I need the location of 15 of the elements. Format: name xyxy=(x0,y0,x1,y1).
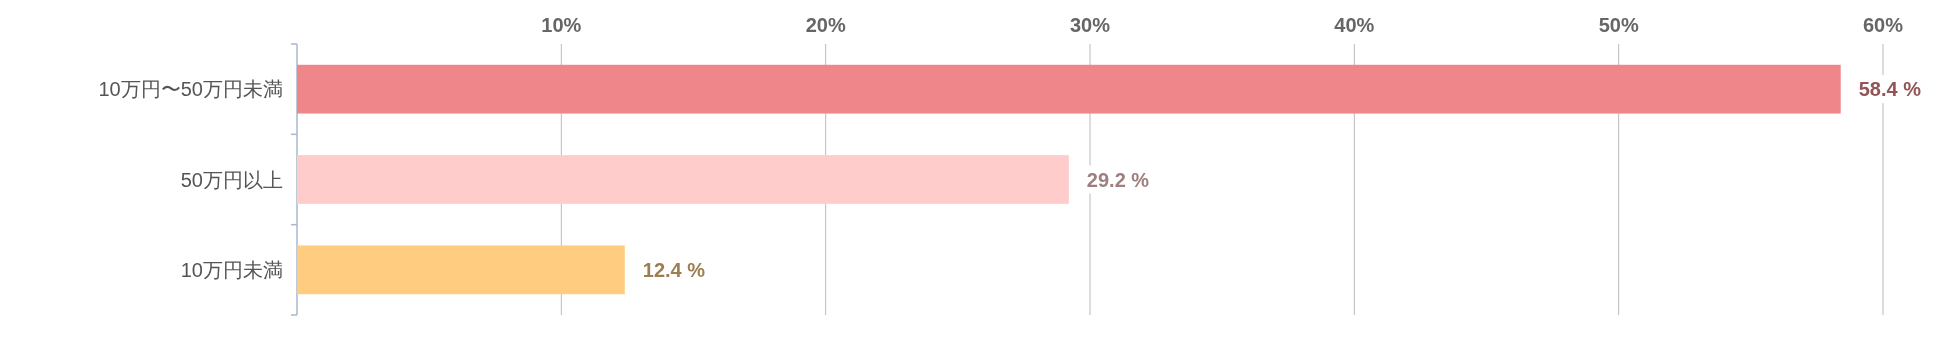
x-tick-label: 20% xyxy=(805,14,846,36)
bar xyxy=(297,245,625,295)
bar xyxy=(297,155,1069,204)
x-tick-label: 30% xyxy=(1069,14,1111,36)
x-tick-label: 40% xyxy=(1334,14,1375,36)
x-tick-label: 60% xyxy=(1862,14,1904,36)
data-label: 29.2 % xyxy=(1086,168,1150,191)
data-label: 58.4 % xyxy=(1858,78,1922,101)
x-tick-label: 50% xyxy=(1598,14,1639,36)
data-label: 12.4 % xyxy=(642,258,706,281)
y-tick-label: 50万円以上 xyxy=(180,168,283,191)
y-tick-label: 10万円〜50万円未満 xyxy=(98,78,283,101)
y-tick-label: 10万円未満 xyxy=(180,258,283,281)
bar xyxy=(297,64,1841,114)
x-tick-label: 10% xyxy=(541,14,582,36)
